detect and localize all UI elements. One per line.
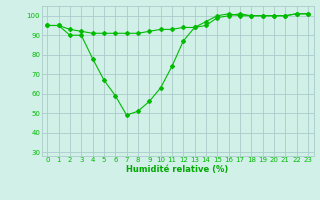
X-axis label: Humidité relative (%): Humidité relative (%)	[126, 165, 229, 174]
